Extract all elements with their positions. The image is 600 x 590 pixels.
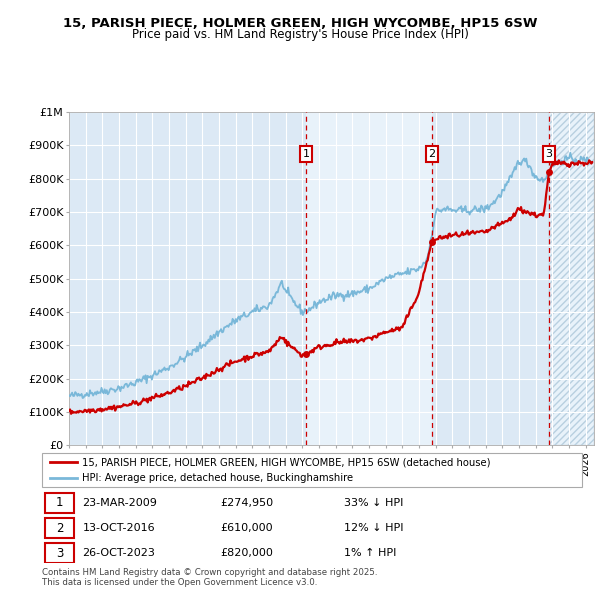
Text: £820,000: £820,000	[220, 548, 273, 558]
Text: 2: 2	[56, 522, 64, 535]
Text: 3: 3	[545, 149, 553, 159]
Text: £610,000: £610,000	[220, 523, 273, 533]
Text: 23-MAR-2009: 23-MAR-2009	[83, 498, 157, 508]
Text: 1: 1	[302, 149, 310, 159]
Text: 1% ↑ HPI: 1% ↑ HPI	[344, 548, 397, 558]
FancyBboxPatch shape	[45, 518, 74, 538]
Text: 13-OCT-2016: 13-OCT-2016	[83, 523, 155, 533]
Text: 26-OCT-2023: 26-OCT-2023	[83, 548, 155, 558]
Text: HPI: Average price, detached house, Buckinghamshire: HPI: Average price, detached house, Buck…	[83, 473, 353, 483]
Text: 3: 3	[56, 546, 63, 560]
FancyBboxPatch shape	[45, 493, 74, 513]
Text: 1: 1	[56, 496, 64, 510]
FancyBboxPatch shape	[45, 543, 74, 563]
Text: 15, PARISH PIECE, HOLMER GREEN, HIGH WYCOMBE, HP15 6SW (detached house): 15, PARISH PIECE, HOLMER GREEN, HIGH WYC…	[83, 457, 491, 467]
Bar	[549, 112, 594, 445]
Text: 33% ↓ HPI: 33% ↓ HPI	[344, 498, 404, 508]
Text: 12% ↓ HPI: 12% ↓ HPI	[344, 523, 404, 533]
Text: 15, PARISH PIECE, HOLMER GREEN, HIGH WYCOMBE, HP15 6SW: 15, PARISH PIECE, HOLMER GREEN, HIGH WYC…	[63, 17, 537, 30]
Text: Price paid vs. HM Land Registry's House Price Index (HPI): Price paid vs. HM Land Registry's House …	[131, 28, 469, 41]
Text: £274,950: £274,950	[220, 498, 274, 508]
Bar	[306, 112, 432, 445]
Text: 2: 2	[428, 149, 436, 159]
Text: Contains HM Land Registry data © Crown copyright and database right 2025.
This d: Contains HM Land Registry data © Crown c…	[42, 568, 377, 587]
